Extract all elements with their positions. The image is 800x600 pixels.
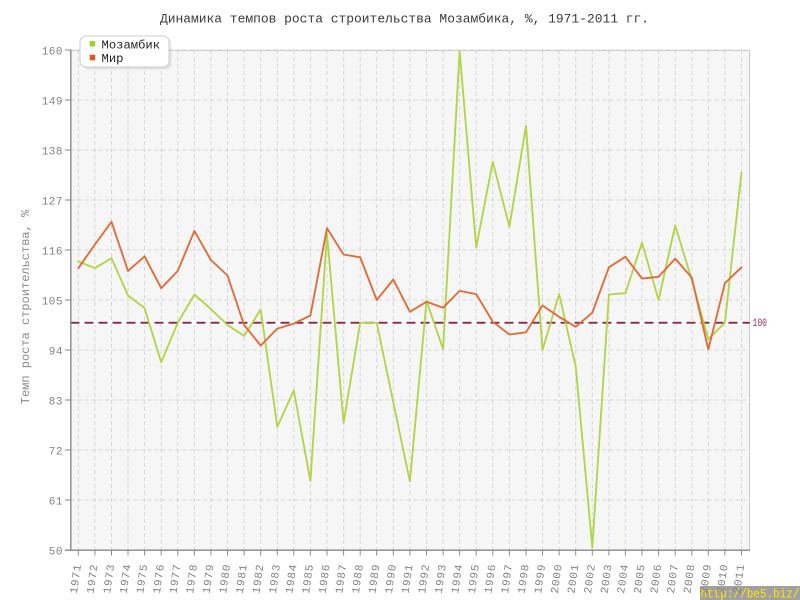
- svg-text:105: 105: [42, 297, 63, 309]
- svg-text:2005: 2005: [633, 563, 649, 594]
- svg-text:http://be5.biz/: http://be5.biz/: [701, 587, 800, 600]
- svg-text:1981: 1981: [235, 563, 251, 594]
- svg-text:1996: 1996: [484, 563, 500, 594]
- svg-text:83: 83: [49, 397, 63, 409]
- svg-text:1986: 1986: [318, 563, 334, 594]
- svg-text:1977: 1977: [169, 563, 185, 594]
- svg-text:2004: 2004: [616, 563, 632, 594]
- svg-text:2003: 2003: [600, 563, 616, 594]
- svg-text:1994: 1994: [450, 563, 466, 594]
- svg-text:1974: 1974: [119, 563, 135, 594]
- svg-text:1995: 1995: [467, 563, 483, 594]
- svg-text:1991: 1991: [401, 563, 417, 594]
- svg-text:1985: 1985: [301, 563, 317, 594]
- svg-text:1971: 1971: [69, 563, 85, 594]
- svg-text:2008: 2008: [683, 563, 699, 594]
- svg-text:1980: 1980: [218, 563, 234, 594]
- svg-text:160: 160: [42, 47, 63, 59]
- svg-text:72: 72: [49, 447, 63, 459]
- svg-text:1998: 1998: [517, 563, 533, 594]
- svg-text:50: 50: [49, 547, 63, 559]
- svg-text:1997: 1997: [500, 563, 516, 594]
- svg-text:2007: 2007: [666, 563, 682, 594]
- svg-text:Мозамбик: Мозамбик: [102, 39, 161, 53]
- svg-text:2011: 2011: [732, 563, 748, 594]
- svg-text:Динамика темпов роста строител: Динамика темпов роста строительства Моза…: [160, 12, 649, 27]
- svg-text:1987: 1987: [334, 563, 350, 594]
- svg-text:2009: 2009: [699, 563, 715, 594]
- svg-text:1993: 1993: [434, 563, 450, 594]
- svg-text:127: 127: [42, 197, 63, 209]
- svg-text:2001: 2001: [566, 563, 582, 594]
- svg-text:1972: 1972: [86, 563, 102, 594]
- svg-text:1976: 1976: [152, 563, 168, 594]
- svg-text:1999: 1999: [533, 563, 549, 594]
- svg-text:1975: 1975: [135, 563, 151, 594]
- svg-text:1990: 1990: [384, 563, 400, 594]
- svg-text:1982: 1982: [251, 563, 267, 594]
- svg-text:138: 138: [42, 147, 63, 159]
- svg-text:61: 61: [49, 497, 63, 509]
- svg-text:1973: 1973: [102, 563, 118, 594]
- svg-text:149: 149: [42, 97, 63, 109]
- svg-text:Темп роста строительства, %: Темп роста строительства, %: [19, 209, 33, 404]
- svg-text:2000: 2000: [550, 563, 566, 594]
- svg-text:94: 94: [49, 347, 63, 359]
- svg-text:1989: 1989: [367, 563, 383, 594]
- svg-text:1984: 1984: [285, 563, 301, 594]
- svg-text:2002: 2002: [583, 563, 599, 594]
- svg-text:Мир: Мир: [102, 52, 124, 66]
- svg-text:1979: 1979: [202, 563, 218, 594]
- svg-text:2010: 2010: [716, 563, 732, 594]
- svg-text:1978: 1978: [185, 563, 201, 594]
- svg-text:100: 100: [753, 318, 768, 330]
- svg-text:116: 116: [42, 247, 63, 259]
- svg-text:2006: 2006: [649, 563, 665, 594]
- svg-text:1992: 1992: [417, 563, 433, 594]
- svg-text:1983: 1983: [268, 563, 284, 594]
- svg-text:1988: 1988: [351, 563, 367, 594]
